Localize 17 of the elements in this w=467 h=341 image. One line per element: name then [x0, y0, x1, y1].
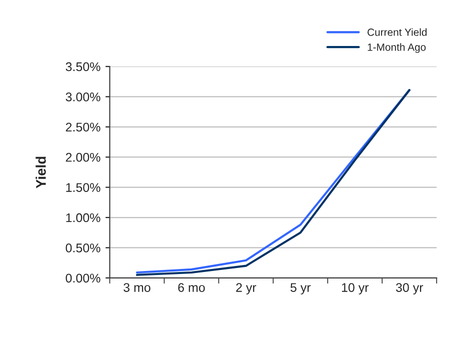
x-tick-label: 5 yr [290, 283, 311, 294]
x-tick-label: 6 mo [178, 283, 205, 292]
y-tick-label: 3.00% [66, 92, 100, 102]
x-tick-label: 3 mo [124, 283, 150, 292]
y-tick-label: 0.50% [66, 244, 100, 252]
y-tick-label: 0.00% [66, 274, 100, 283]
y-tick-label: 2.00% [66, 152, 100, 162]
x-tick-label: 2 yr [236, 283, 256, 294]
legend-label: Current Yield [368, 28, 427, 36]
y-tick-label: 2.50% [66, 122, 100, 132]
y-tick-label: 1.50% [66, 183, 100, 192]
y-tick-label: 1.00% [66, 213, 100, 222]
y-tick-label: 3.50% [66, 62, 100, 72]
x-tick-label: 10 yr [342, 283, 369, 294]
y-axis-title: Yield [36, 156, 46, 188]
x-tick-label: 30 yr [396, 283, 424, 294]
legend-label: 1-Month Ago [368, 43, 426, 53]
